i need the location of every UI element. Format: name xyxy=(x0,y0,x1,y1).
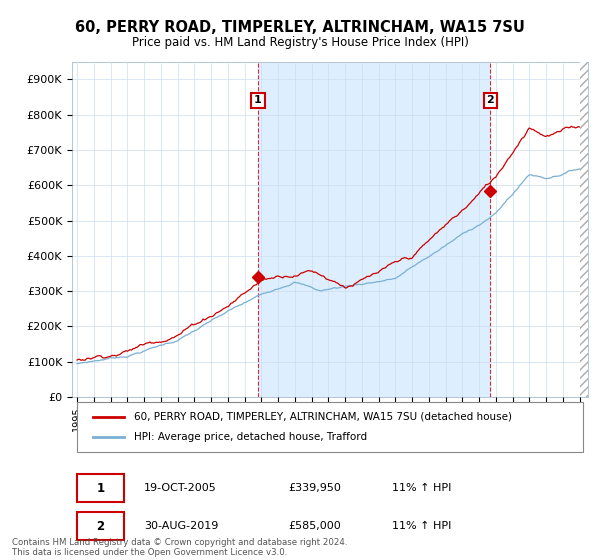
Text: Price paid vs. HM Land Registry's House Price Index (HPI): Price paid vs. HM Land Registry's House … xyxy=(131,36,469,49)
FancyBboxPatch shape xyxy=(77,512,124,540)
FancyBboxPatch shape xyxy=(77,402,583,452)
Text: 2: 2 xyxy=(487,95,494,105)
Text: 1: 1 xyxy=(97,482,104,495)
Text: 11% ↑ HPI: 11% ↑ HPI xyxy=(392,483,451,493)
Text: 60, PERRY ROAD, TIMPERLEY, ALTRINCHAM, WA15 7SU (detached house): 60, PERRY ROAD, TIMPERLEY, ALTRINCHAM, W… xyxy=(134,412,512,422)
Text: HPI: Average price, detached house, Trafford: HPI: Average price, detached house, Traf… xyxy=(134,432,367,442)
Text: Contains HM Land Registry data © Crown copyright and database right 2024.
This d: Contains HM Land Registry data © Crown c… xyxy=(12,538,347,557)
Text: 60, PERRY ROAD, TIMPERLEY, ALTRINCHAM, WA15 7SU: 60, PERRY ROAD, TIMPERLEY, ALTRINCHAM, W… xyxy=(75,20,525,35)
Text: 19-OCT-2005: 19-OCT-2005 xyxy=(144,483,217,493)
Text: 1: 1 xyxy=(254,95,262,105)
Polygon shape xyxy=(580,62,588,397)
FancyBboxPatch shape xyxy=(77,474,124,502)
Text: £339,950: £339,950 xyxy=(289,483,341,493)
Text: 30-AUG-2019: 30-AUG-2019 xyxy=(144,521,218,531)
Bar xyxy=(258,62,490,397)
Text: 11% ↑ HPI: 11% ↑ HPI xyxy=(392,521,451,531)
Text: £585,000: £585,000 xyxy=(289,521,341,531)
Text: 2: 2 xyxy=(97,520,104,533)
